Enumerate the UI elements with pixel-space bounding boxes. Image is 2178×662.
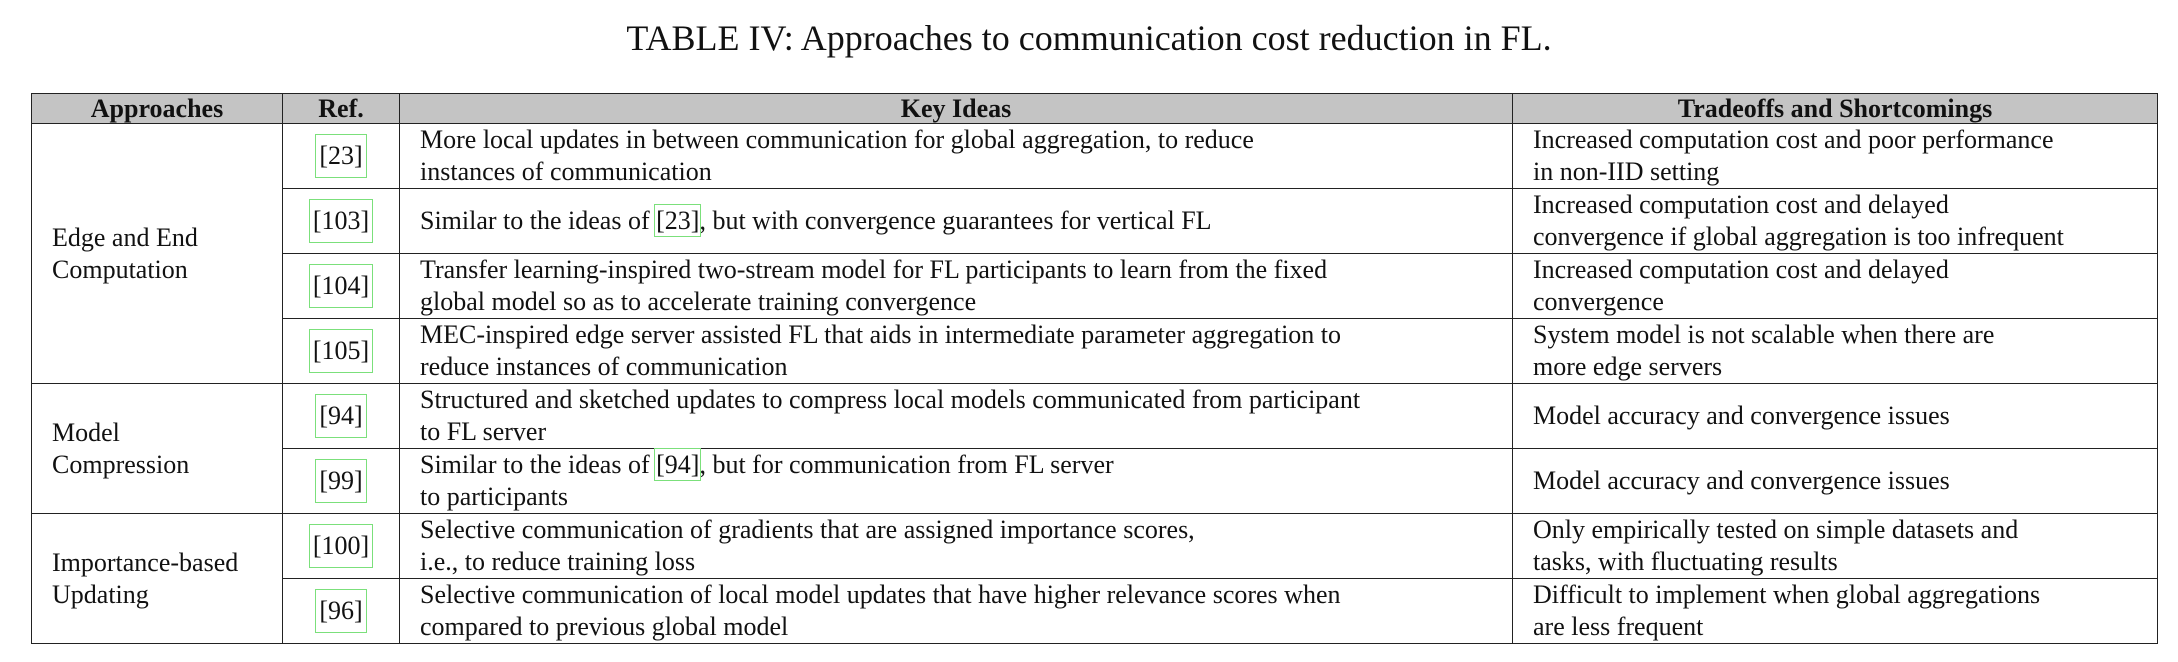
tradeoff-cell: Increased computation cost and delayed c… [1512,253,2158,319]
tradeoff-cell: Increased computation cost and delayed c… [1512,188,2158,254]
tradeoff-cell: Difficult to implement when global aggre… [1512,578,2158,644]
tradeoff-cell: Increased computation cost and poor perf… [1512,123,2158,189]
tradeoff-cell: System model is not scalable when there … [1512,318,2158,384]
approach-cell: Edge and End Computation [31,123,283,384]
key-idea-cell: Transfer learning-inspired two-stream mo… [399,253,1513,319]
header-tradeoffs: Tradeoffs and Shortcomings [1512,93,2158,124]
ref-cell: [103] [282,188,400,254]
tradeoff-cell: Only empirically tested on simple datase… [1512,513,2158,579]
key-idea-cell: Structured and sketched updates to compr… [399,383,1513,449]
ref-cell: [100] [282,513,400,579]
reference-link[interactable]: [23] [315,134,367,178]
tradeoff-cell: Model accuracy and convergence issues [1512,383,2158,449]
citation-link[interactable]: [23] [654,204,702,237]
table-row: Edge and End Computation [23] More local… [31,123,2158,384]
reference-link[interactable]: [105] [308,329,374,373]
table-row: Model Compression [94] Structured and sk… [31,383,2158,514]
table-row: [104] Transfer learning-inspired two-str… [32,253,2158,319]
reference-link[interactable]: [103] [308,199,374,243]
header-approaches: Approaches [31,93,283,124]
approach-cell: Model Compression [31,383,283,514]
key-idea-cell: Selective communication of gradients tha… [399,513,1513,579]
table-row: [96] Selective communication of local mo… [32,578,2158,644]
table-row: [105] MEC-inspired edge server assisted … [32,318,2158,384]
tradeoff-cell: Model accuracy and convergence issues [1512,448,2158,514]
table-row: Importance-based Updating [100] Selectiv… [31,513,2158,644]
key-idea-cell: More local updates in between communicat… [399,123,1513,189]
ref-cell: [94] [282,383,400,449]
table-row: [103] Similar to the ideas of [23], but … [32,188,2158,254]
approach-cell: Importance-based Updating [31,513,283,644]
key-idea-cell: Selective communication of local model u… [399,578,1513,644]
ref-cell: [96] [282,578,400,644]
key-idea-cell: Similar to the ideas of [94], but for co… [399,448,1513,514]
reference-link[interactable]: [100] [308,524,374,568]
reference-link[interactable]: [96] [315,589,367,633]
citation-link[interactable]: [94] [654,448,702,481]
header-ref: Ref. [282,93,400,124]
table-row: [99] Similar to the ideas of [94], but f… [32,448,2158,514]
ref-cell: [23] [282,123,400,189]
comparison-table: Approaches Ref. Key Ideas Tradeoffs and … [31,93,2158,644]
ref-cell: [105] [282,318,400,384]
key-idea-cell: Similar to the ideas of [23], but with c… [399,188,1513,254]
header-key-ideas: Key Ideas [399,93,1513,124]
header-row: Approaches Ref. Key Ideas Tradeoffs and … [31,93,2158,124]
ref-cell: [104] [282,253,400,319]
reference-link[interactable]: [99] [315,459,367,503]
key-idea-cell: MEC-inspired edge server assisted FL tha… [399,318,1513,384]
reference-link[interactable]: [104] [308,264,374,308]
ref-cell: [99] [282,448,400,514]
table-caption: TABLE IV: Approaches to communication co… [626,18,1552,58]
reference-link[interactable]: [94] [315,394,367,438]
